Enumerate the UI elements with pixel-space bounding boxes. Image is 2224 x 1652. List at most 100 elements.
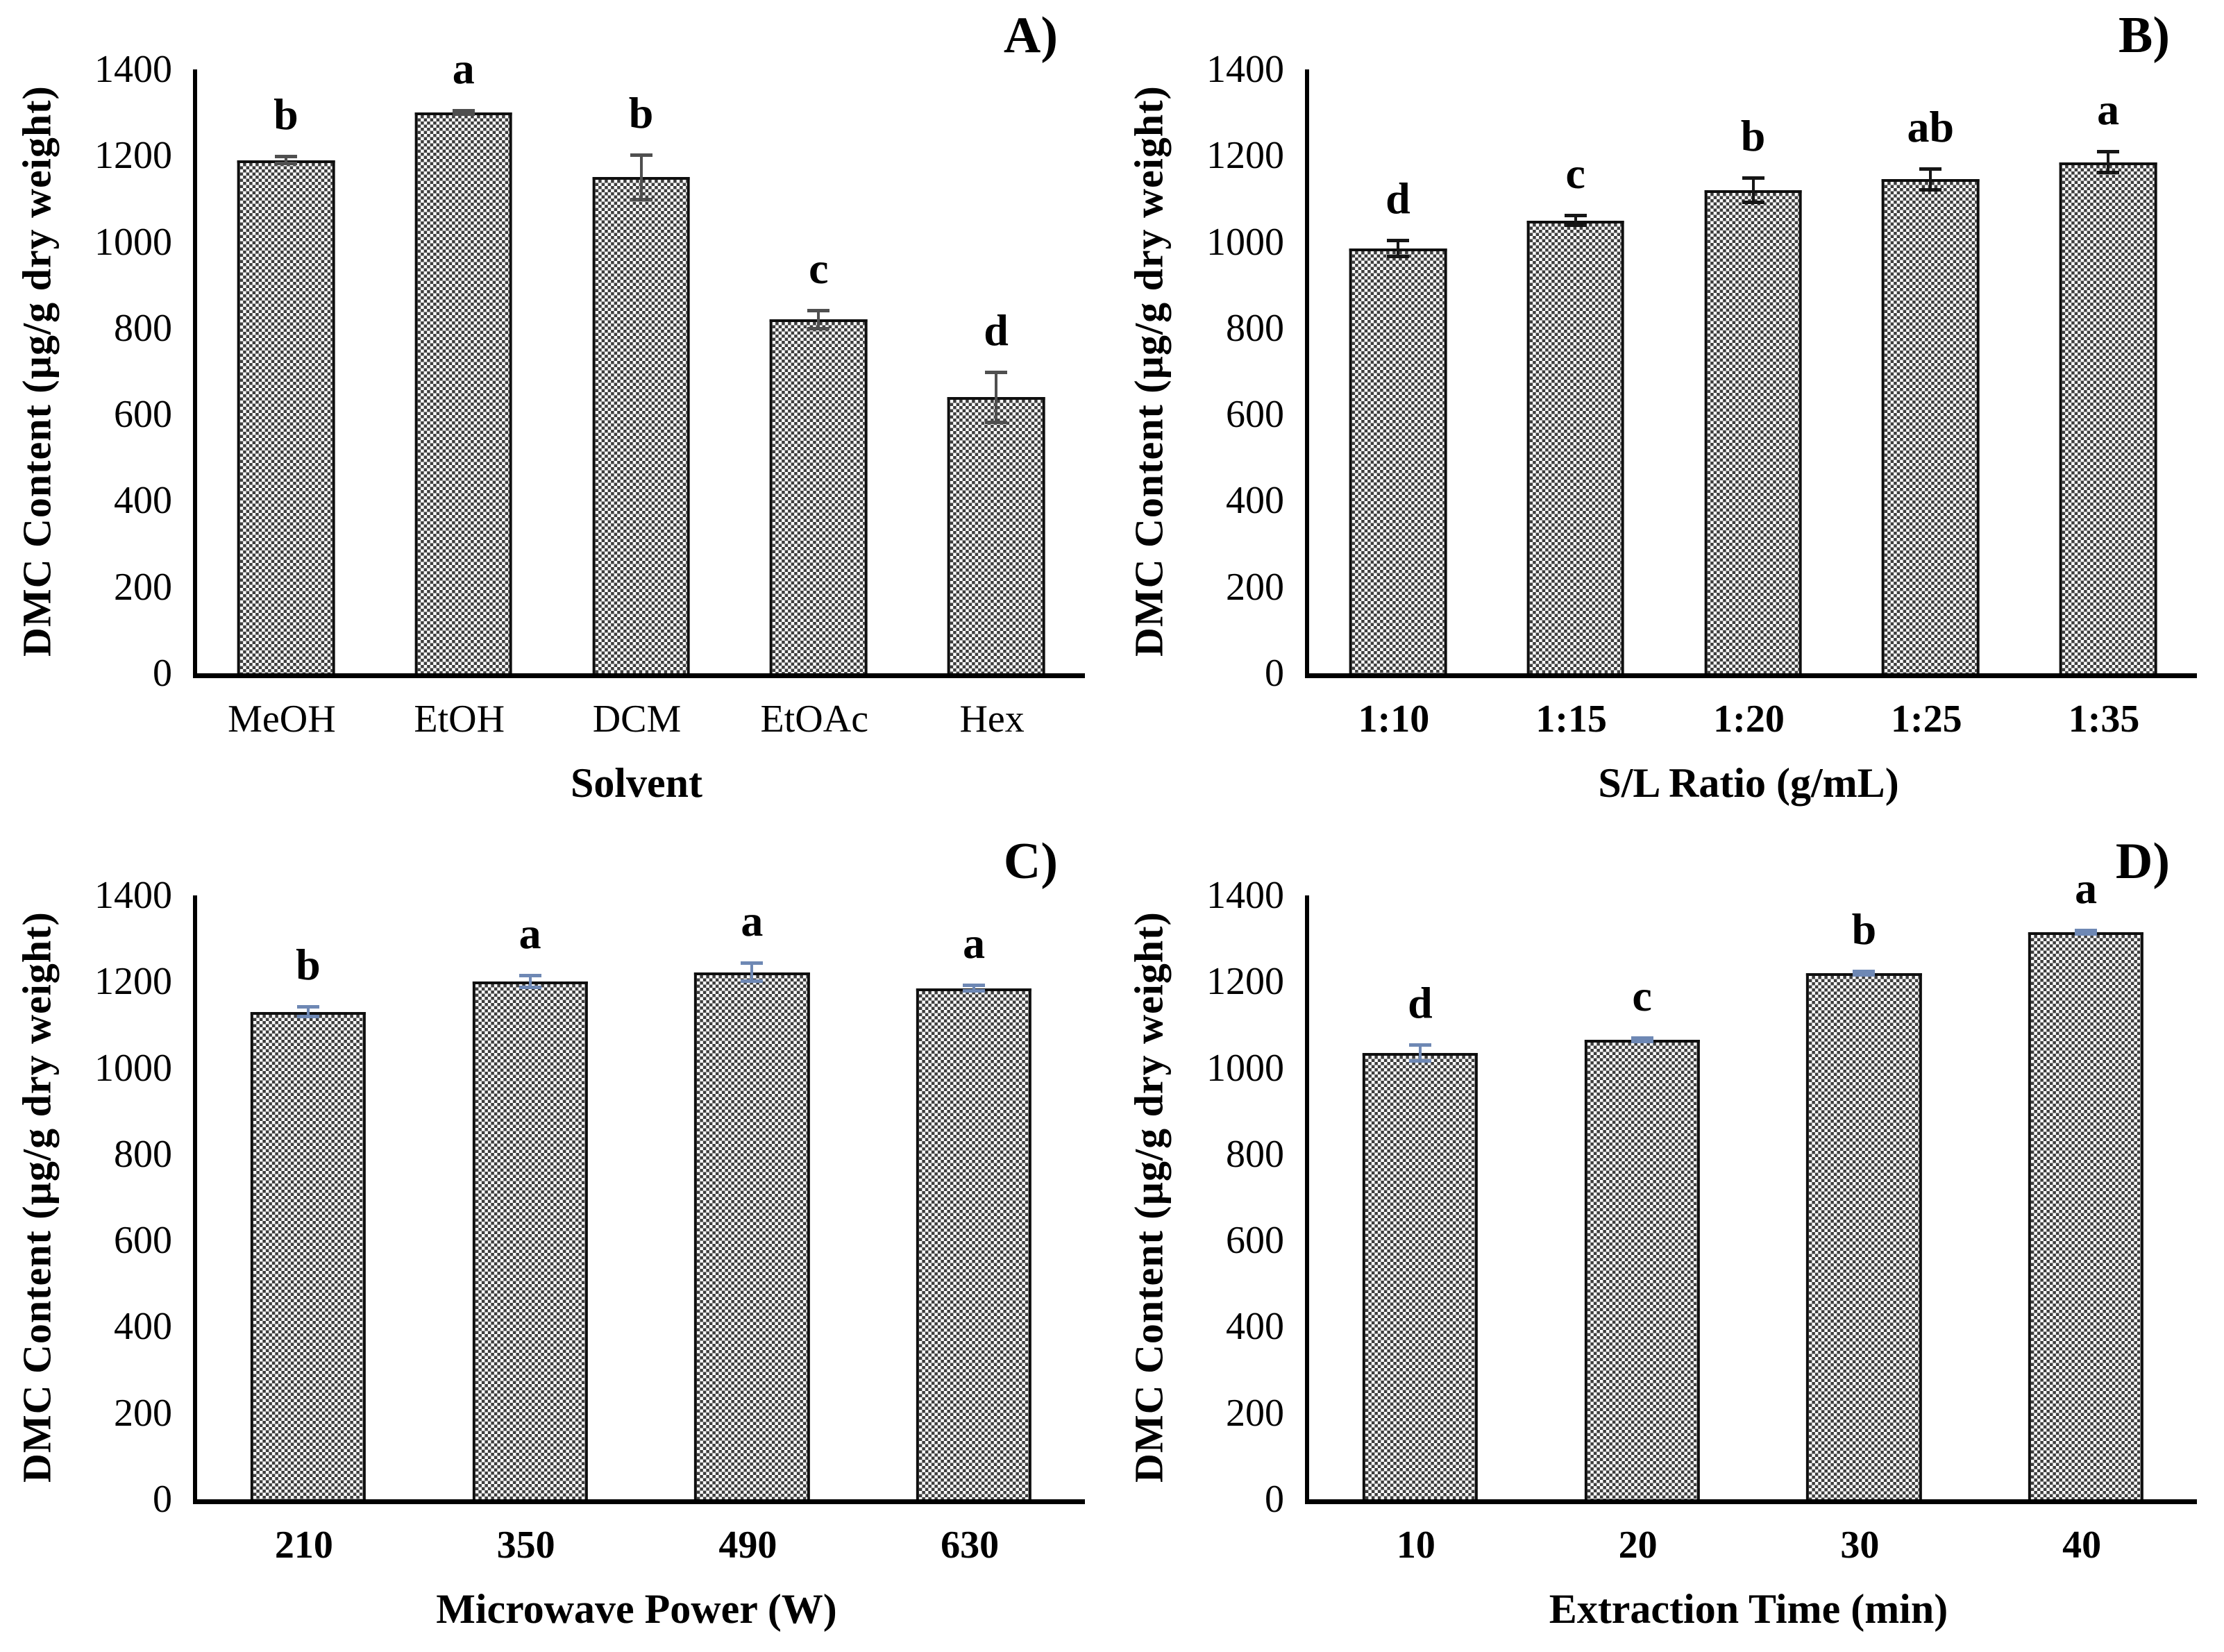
bar-1:25 bbox=[1881, 179, 1980, 673]
y-tick-label: 1000 bbox=[94, 220, 172, 264]
y-tick-label: 400 bbox=[114, 479, 172, 523]
error-bar-cap-bottom bbox=[807, 326, 830, 330]
y-tick-label: 800 bbox=[1226, 306, 1284, 350]
bar-Hex bbox=[947, 397, 1045, 673]
bar-40 bbox=[2028, 932, 2144, 1499]
y-tick-label: 800 bbox=[114, 1132, 172, 1176]
y-tick-label: 400 bbox=[1226, 1305, 1284, 1349]
y-tick-label: 400 bbox=[1226, 479, 1284, 523]
x-tick-label: 350 bbox=[496, 1524, 555, 1567]
y-tick-label: 1400 bbox=[1206, 48, 1284, 91]
y-tick-label: 1400 bbox=[94, 48, 172, 91]
error-bar-cap-top bbox=[1564, 214, 1587, 218]
bar-350 bbox=[472, 981, 588, 1499]
x-tick-label: MeOH bbox=[228, 698, 336, 741]
significance-letter: b bbox=[1851, 904, 1877, 954]
bar-490 bbox=[694, 972, 810, 1499]
x-tick-label: 210 bbox=[274, 1524, 333, 1567]
error-bar-cap-bottom bbox=[630, 197, 652, 201]
error-bar-cap-top bbox=[963, 984, 986, 988]
x-tick-label: EtOH bbox=[414, 698, 505, 741]
error-bar bbox=[296, 1005, 319, 1019]
error-bar-cap-top bbox=[1386, 239, 1409, 243]
plot-area: d c b ab a bbox=[1305, 69, 2197, 678]
error-bar-cap-bottom bbox=[963, 988, 986, 993]
significance-letter: b bbox=[1740, 111, 1766, 161]
bar-30 bbox=[1806, 972, 1922, 1499]
error-bar-cap-top bbox=[1631, 1036, 1653, 1040]
x-tick-label: 20 bbox=[1618, 1524, 1658, 1567]
error-bar bbox=[1742, 176, 1764, 204]
error-bar-cap-top bbox=[519, 974, 541, 978]
error-bar-cap-top bbox=[296, 1005, 319, 1009]
x-tick-label: 1:20 bbox=[1713, 698, 1785, 741]
bar-210 bbox=[250, 1011, 367, 1499]
x-tick-label: 1:35 bbox=[2068, 698, 2140, 741]
panel-b-label: B) bbox=[2118, 7, 2170, 64]
error-bar bbox=[807, 308, 830, 330]
error-bar-cap-bottom bbox=[2075, 932, 2098, 936]
error-bar-line bbox=[817, 308, 820, 330]
error-bar-line bbox=[750, 961, 754, 984]
significance-letter: a bbox=[2097, 85, 2120, 135]
y-tick-label: 1400 bbox=[94, 874, 172, 917]
error-bar-line bbox=[995, 370, 998, 424]
x-tick-label: 1:25 bbox=[1890, 698, 1962, 741]
error-bar-cap-bottom bbox=[452, 112, 475, 117]
y-tick-label: 0 bbox=[1265, 1478, 1284, 1521]
y-tick-label: 600 bbox=[114, 1219, 172, 1263]
error-bar-cap-top bbox=[1853, 969, 1876, 973]
y-tick-label: 800 bbox=[1226, 1132, 1284, 1176]
x-axis-title: S/L Ratio (g/mL) bbox=[1598, 760, 1899, 806]
error-bar-cap-bottom bbox=[296, 1015, 319, 1019]
error-bar-cap-bottom bbox=[1853, 972, 1876, 977]
error-bar bbox=[1919, 167, 1942, 192]
error-bar-line bbox=[528, 974, 532, 990]
significance-letter: a bbox=[2075, 863, 2098, 913]
error-bar bbox=[630, 153, 652, 201]
y-tick-label: 200 bbox=[114, 565, 172, 609]
x-tick-label: 490 bbox=[718, 1524, 777, 1567]
error-bar-cap-bottom bbox=[741, 979, 764, 984]
x-tick-label: DCM bbox=[592, 698, 682, 741]
error-bar-cap-bottom bbox=[1631, 1040, 1653, 1044]
significance-letter: ab bbox=[1907, 102, 1955, 152]
significance-letter: c bbox=[1565, 149, 1585, 199]
bar-1:20 bbox=[1704, 190, 1802, 673]
error-bar bbox=[1408, 1043, 1431, 1063]
significance-letter: b bbox=[296, 940, 321, 990]
error-bar-cap-top bbox=[741, 961, 764, 966]
error-bar-line bbox=[2107, 150, 2110, 175]
error-bar-line bbox=[1574, 214, 1577, 227]
y-tick-label: 600 bbox=[1226, 393, 1284, 437]
bar-EtOAc bbox=[769, 319, 868, 673]
y-tick-label: 200 bbox=[1226, 1391, 1284, 1435]
y-tick-label: 0 bbox=[153, 652, 172, 695]
y-tick-label: 1200 bbox=[1206, 960, 1284, 1004]
y-tick-label: 800 bbox=[114, 306, 172, 350]
error-bar-line bbox=[1929, 167, 1932, 192]
error-bar-cap-top bbox=[452, 109, 475, 113]
error-bar-line bbox=[972, 984, 976, 993]
significance-letter: b bbox=[273, 90, 298, 140]
significance-letter: a bbox=[741, 896, 764, 946]
plot-area: b a b c d bbox=[193, 47, 1085, 678]
y-tick-label: 1200 bbox=[1206, 134, 1284, 178]
bar-10 bbox=[1362, 1052, 1479, 1499]
x-tick-label: 1:15 bbox=[1535, 698, 1608, 741]
y-tick-label: 1000 bbox=[1206, 1046, 1284, 1090]
error-bar-cap-top bbox=[2075, 928, 2098, 932]
error-bar-cap-top bbox=[807, 308, 830, 312]
bar-1:15 bbox=[1526, 220, 1625, 673]
error-bar bbox=[519, 974, 541, 990]
x-tick-label: 40 bbox=[2062, 1524, 2102, 1567]
bar-20 bbox=[1584, 1040, 1700, 1499]
bar-630 bbox=[916, 988, 1032, 1499]
significance-letter: d bbox=[1385, 174, 1410, 224]
error-bar-cap-bottom bbox=[519, 986, 541, 990]
error-bar bbox=[741, 961, 764, 984]
error-bar-cap-bottom bbox=[1564, 223, 1587, 227]
error-bar-line bbox=[1418, 1043, 1422, 1063]
error-bar-line bbox=[1396, 239, 1399, 258]
